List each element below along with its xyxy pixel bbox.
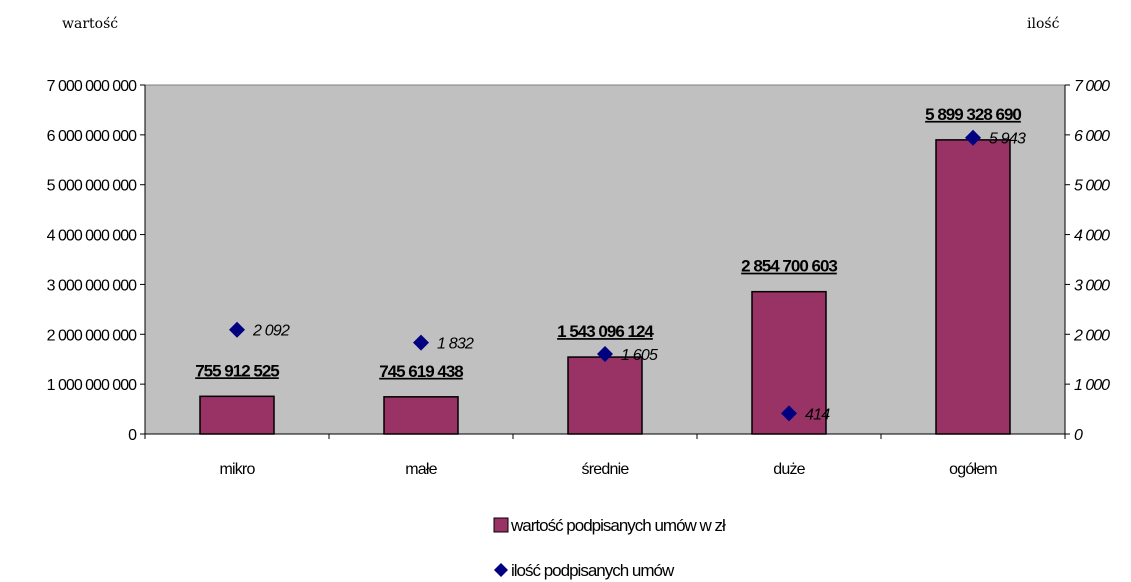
right-axis-title: ilość (1027, 16, 1060, 32)
point-value-label: 1 605 (621, 347, 658, 364)
right-tick-label: 4 000 (1074, 228, 1110, 245)
right-tick-label: 7 000 (1074, 78, 1110, 95)
legend-bar-swatch (493, 517, 509, 533)
left-tick-label: 2 000 000 000 (47, 327, 137, 344)
right-tick-label: 5 000 (1074, 178, 1110, 195)
left-tick-label: 5 000 000 000 (47, 178, 137, 195)
bar-value-label: 745 619 438 (379, 362, 463, 381)
left-tick-label: 4 000 000 000 (47, 228, 137, 245)
point-value-label: 414 (805, 406, 830, 423)
right-tick-label: 2 000 (1073, 327, 1110, 344)
data-point-diamond-icon (413, 334, 429, 351)
legend-scatter-label: ilość podpisanych umów (511, 561, 675, 580)
right-tick-label: 3 000 (1074, 277, 1110, 294)
left-tick-label: 1 000 000 000 (47, 377, 137, 394)
data-point-diamond-icon (965, 129, 981, 146)
bar-value-label: 755 912 525 (195, 361, 279, 380)
right-tick-label: 0 (1074, 427, 1083, 444)
left-axis-title: wartość (62, 16, 118, 32)
bar-value-label: 1 543 096 124 (557, 322, 654, 341)
category-label: średnie (582, 461, 630, 478)
left-tick-label: 0 (128, 427, 137, 444)
right-tick-label: 6 000 (1074, 128, 1110, 145)
data-point-diamond-icon (597, 345, 613, 362)
legend: wartość podpisanych umów w zł ilość podp… (493, 516, 727, 580)
bar-value-label: 5 899 328 690 (925, 105, 1021, 124)
legend-bar-label: wartość podpisanych umów w zł (510, 516, 726, 535)
bar-value-label: 2 854 700 603 (741, 257, 837, 276)
right-tick-label: 1 000 (1074, 377, 1110, 394)
category-label: małe (405, 461, 437, 478)
bar (383, 396, 459, 435)
point-value-label: 2 092 (252, 323, 290, 340)
left-tick-label: 7 000 000 000 (47, 78, 137, 95)
bar (935, 139, 1011, 435)
category-label: duże (773, 461, 805, 478)
legend-diamond-icon (494, 563, 508, 577)
left-tick-label: 3 000 000 000 (47, 277, 137, 294)
category-label: ogółem (949, 461, 997, 478)
point-value-label: 5 943 (989, 131, 1026, 148)
data-point-diamond-icon (229, 321, 245, 338)
bar (199, 395, 275, 435)
bar (567, 356, 643, 435)
point-value-label: 1 832 (437, 336, 474, 353)
left-tick-label: 6 000 000 000 (47, 128, 137, 145)
data-point-diamond-icon (781, 405, 797, 422)
category-label: mikro (219, 461, 255, 478)
